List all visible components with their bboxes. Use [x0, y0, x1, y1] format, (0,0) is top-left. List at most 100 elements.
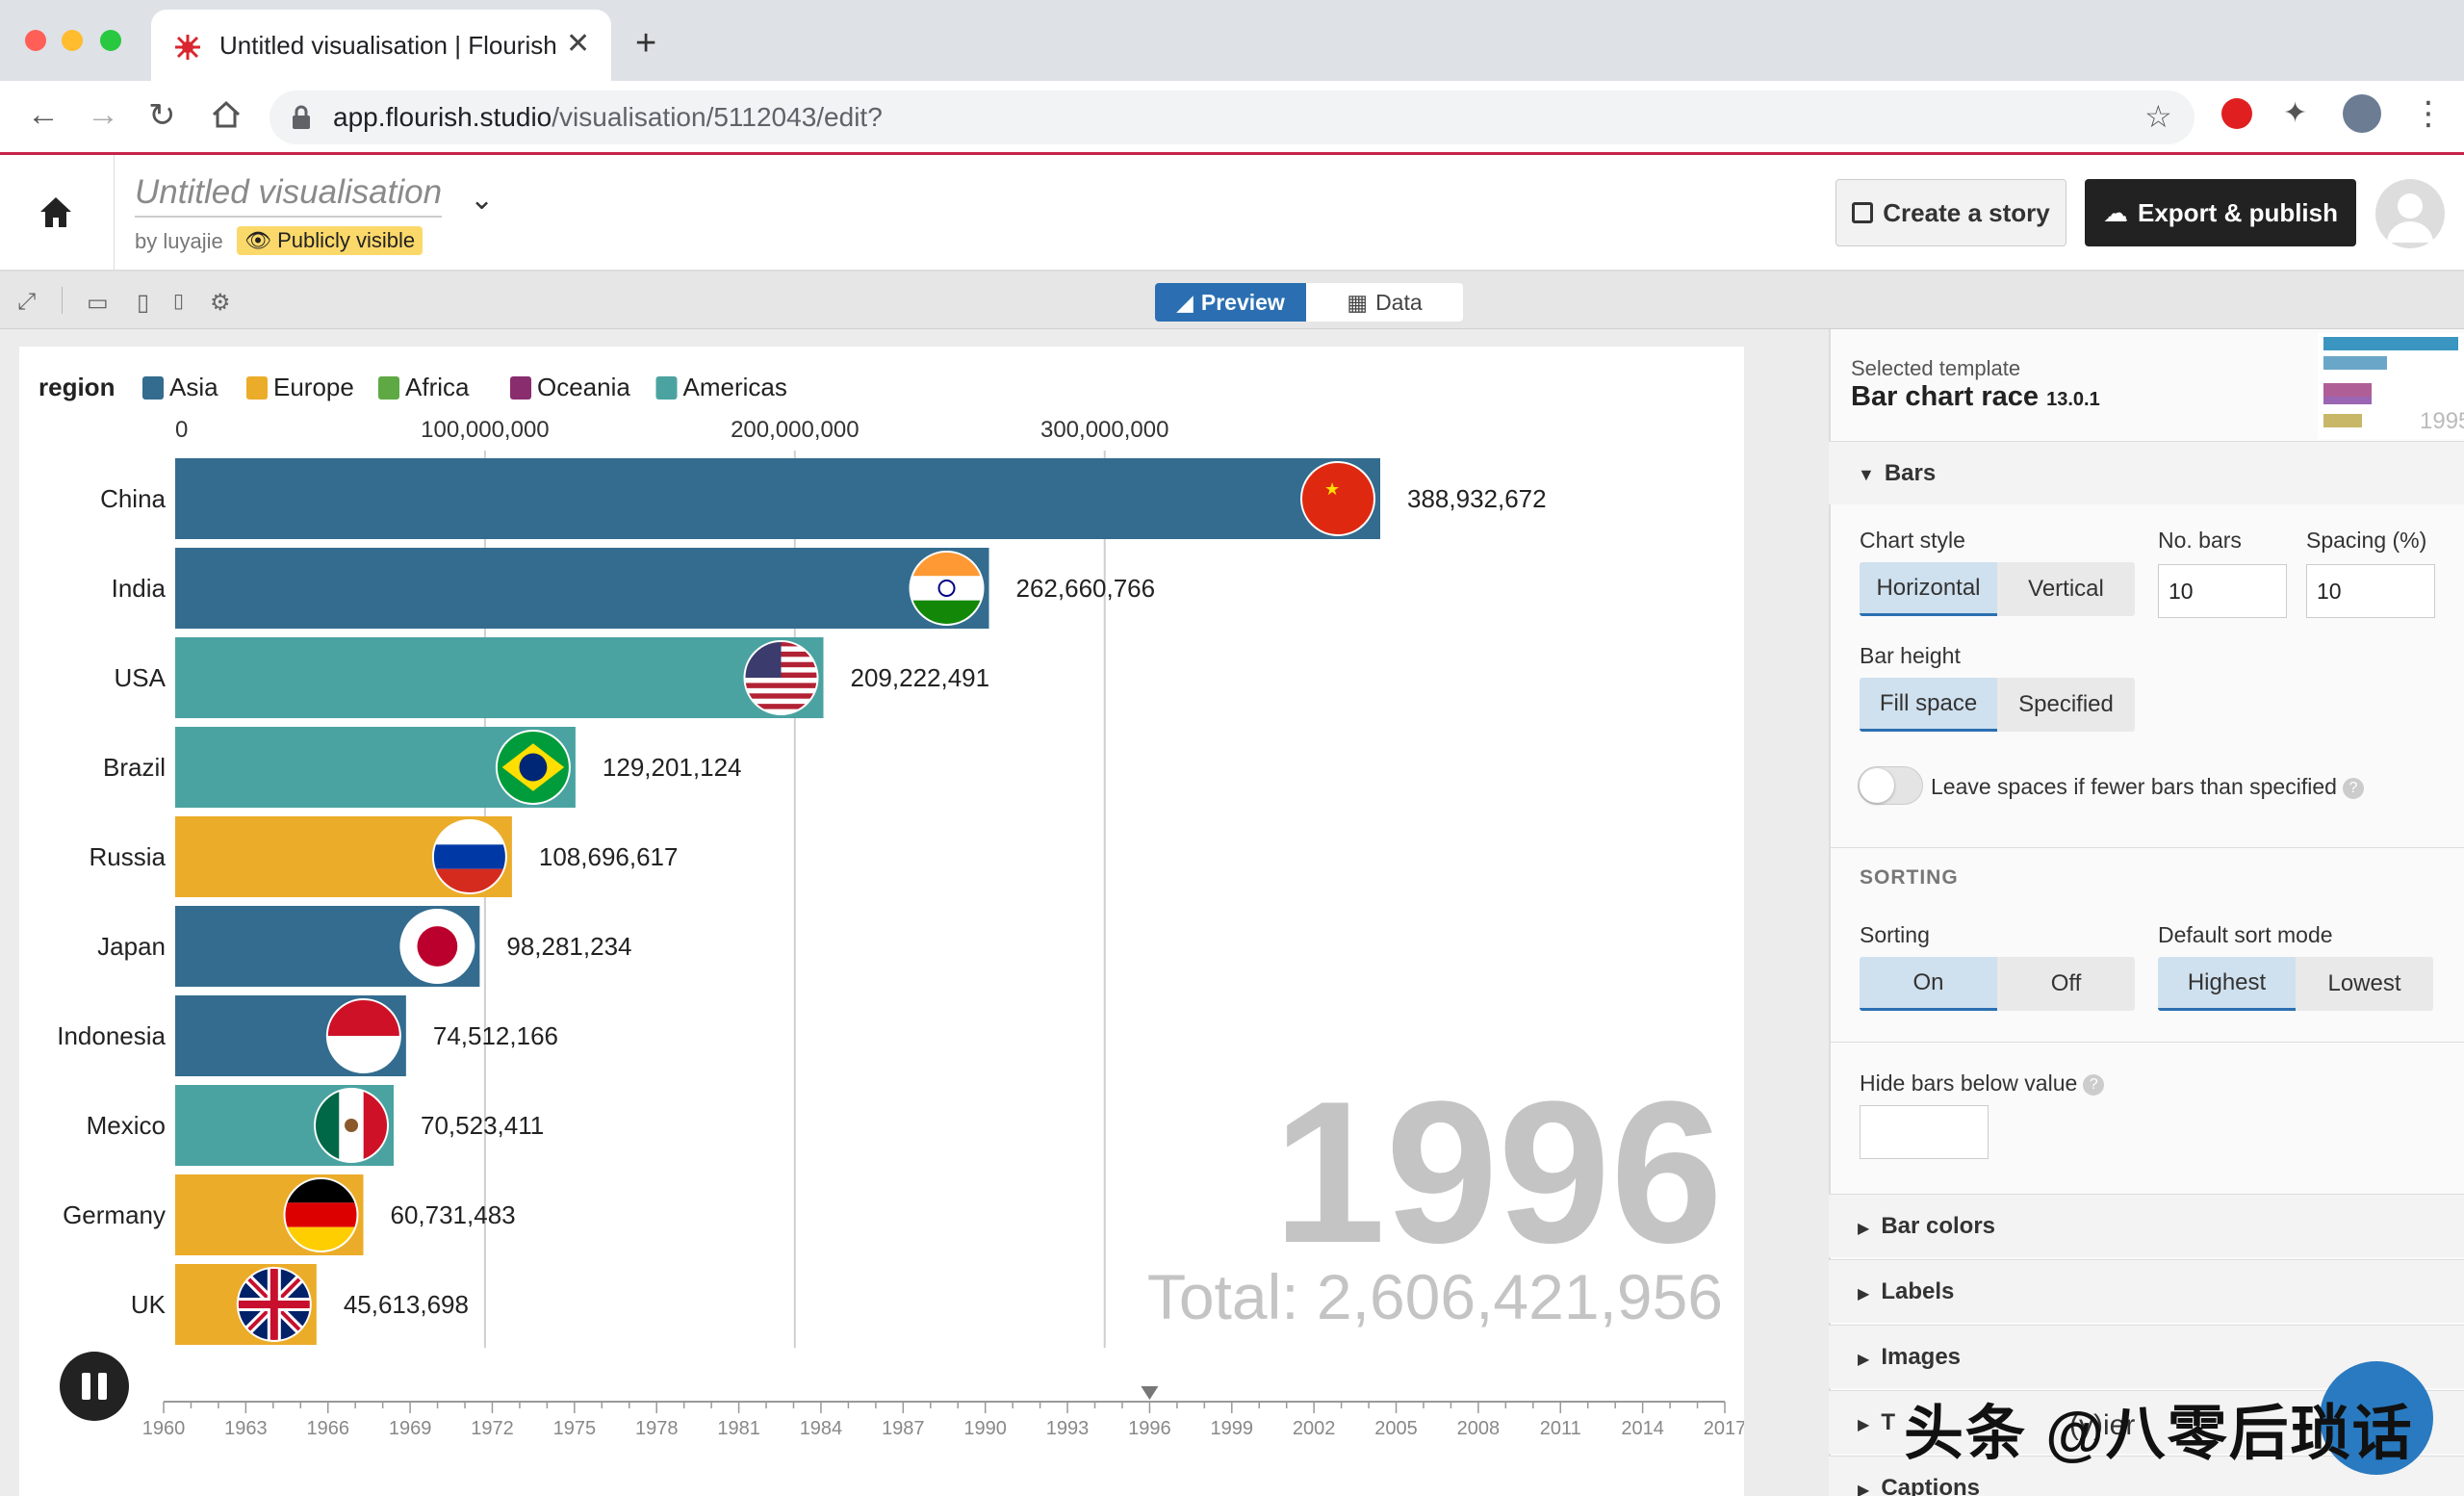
timeline-label[interactable]: 2002 [1293, 1418, 1336, 1439]
tab-close-icon[interactable]: ✕ [566, 28, 591, 60]
chart-style-toggle[interactable]: Horizontal Vertical [1860, 562, 2135, 616]
flourish-favicon-icon [175, 35, 200, 60]
panel-divider [1829, 847, 2464, 848]
timeline-label[interactable]: 1960 [142, 1418, 186, 1439]
chart-style-vertical[interactable]: Vertical [1997, 562, 2135, 616]
bar-value-label: 209,222,491 [851, 663, 990, 692]
home-browser-icon[interactable] [210, 98, 243, 131]
bar-category-label: Japan [97, 932, 166, 961]
caret-right-icon: ▶ [1858, 1483, 1870, 1496]
timeline-label[interactable]: 1966 [306, 1418, 349, 1439]
panel-divider [1829, 1042, 2464, 1043]
legend-item-label[interactable]: Europe [273, 373, 354, 401]
forward-icon[interactable]: → [87, 96, 119, 133]
timeline-label[interactable]: 1978 [635, 1418, 679, 1439]
visualisation-title[interactable]: Untitled visualisation [135, 173, 443, 218]
chevron-down-icon[interactable]: ⌄ [470, 184, 495, 216]
bar-chart-race: region Asia Europe Africa Oceania Americas 0 1… [38, 373, 1744, 1439]
sort-mode-lowest[interactable]: Lowest [2296, 957, 2433, 1011]
legend-item-label[interactable]: Americas [683, 373, 787, 401]
new-tab-icon[interactable]: + [635, 23, 657, 64]
address-bar[interactable] [270, 90, 2194, 144]
timeline-label[interactable]: 2011 [1540, 1418, 1581, 1439]
bar-height-toggle[interactable]: Fill space Specified [1860, 678, 2135, 732]
mobile-view-icon[interactable]: ▯ [173, 291, 185, 312]
timeline-label[interactable]: 2014 [1621, 1418, 1664, 1439]
legend-title: region [38, 373, 115, 401]
pause-button[interactable] [60, 1352, 129, 1421]
bar[interactable] [175, 637, 824, 718]
desktop-view-icon[interactable]: ▭ [87, 290, 109, 316]
timeline-label[interactable]: 2017 [1704, 1418, 1744, 1439]
timeline-label[interactable]: 1984 [800, 1418, 843, 1439]
sorting-off[interactable]: Off [1997, 957, 2135, 1011]
bar-category-label: Germany [63, 1200, 166, 1229]
sorting-toggle[interactable]: On Off [1860, 957, 2135, 1011]
export-publish-button[interactable]: ☁ Export & publish [2085, 179, 2356, 246]
create-story-button[interactable]: Create a story [1835, 179, 2066, 246]
section-header[interactable] [1829, 1259, 2464, 1323]
legend-item-label[interactable]: Africa [405, 373, 470, 401]
extensions-puzzle-icon[interactable]: ✦ [2283, 97, 2308, 129]
sort-mode-toggle[interactable]: Highest Lowest [2158, 957, 2433, 1011]
tab-data[interactable]: ▦ Data [1306, 283, 1463, 322]
template-thumbnail[interactable]: 1995 [2318, 333, 2464, 439]
user-avatar[interactable] [2375, 179, 2445, 248]
browser-tab[interactable] [151, 10, 611, 81]
timeline-label[interactable]: 1993 [1046, 1418, 1090, 1439]
timeline[interactable]: 1960 1963 1966 1969 1972 1975 1978 1981 1984 1987… [142, 1386, 1744, 1439]
back-icon[interactable]: ← [27, 96, 60, 133]
timeline-label[interactable]: 1969 [389, 1418, 432, 1439]
timeline-label[interactable]: 1996 [1128, 1418, 1171, 1439]
section-bars-header[interactable] [1829, 441, 2464, 504]
legend-item-label[interactable]: Asia [169, 373, 218, 401]
timeline-label[interactable]: 2005 [1374, 1418, 1418, 1439]
no-bars-input[interactable]: 10 [2158, 564, 2287, 618]
spacing-input[interactable]: 10 [2306, 564, 2435, 618]
adblock-extension-icon[interactable] [2221, 98, 2252, 129]
timeline-label[interactable]: 2008 [1457, 1418, 1501, 1439]
timeline-label[interactable]: 1975 [553, 1418, 597, 1439]
hide-bars-input[interactable] [1860, 1105, 1989, 1159]
minimize-window-button[interactable] [62, 30, 83, 51]
bar-height-specified[interactable]: Specified [1997, 678, 2135, 732]
maximize-window-button[interactable] [100, 30, 121, 51]
bar-value-label: 60,731,483 [390, 1200, 515, 1229]
section-header[interactable] [1829, 1194, 2464, 1257]
browser-profile-avatar[interactable] [2343, 94, 2381, 133]
bar[interactable] [175, 458, 1380, 539]
tab-preview[interactable]: ◢ Preview [1155, 283, 1306, 322]
close-window-button[interactable] [25, 30, 46, 51]
help-icon[interactable]: ? [2342, 777, 2364, 799]
bar-height-label: Bar height [1860, 643, 1961, 668]
bars: China ★ 388,932,672 India 262,660,766 USA 209,… [57, 458, 1547, 1345]
timeline-label[interactable]: 1990 [963, 1418, 1007, 1439]
story-icon [1852, 202, 1874, 223]
sort-mode-highest[interactable]: Highest [2158, 957, 2296, 1011]
legend-swatch [655, 376, 678, 400]
gear-icon[interactable]: ⚙ [210, 290, 231, 316]
timeline-label[interactable]: 1963 [224, 1418, 268, 1439]
timeline-label[interactable]: 1987 [882, 1418, 925, 1439]
help-icon[interactable]: ? [2083, 1073, 2105, 1096]
template-name[interactable]: Bar chart race 13.0.1 [1851, 381, 2100, 413]
legend-item-label[interactable]: Oceania [537, 373, 630, 401]
timeline-label[interactable]: 1999 [1211, 1418, 1254, 1439]
partial-text: (y)ier [2069, 1409, 2136, 1441]
timeline-label[interactable]: 1981 [717, 1418, 760, 1439]
browser-menu-icon[interactable]: ⋮ [2412, 95, 2445, 132]
home-icon[interactable] [37, 193, 75, 231]
japan-flag-icon [400, 910, 475, 983]
thumbnail-year: 1995 [2420, 408, 2464, 434]
fullscreen-icon[interactable]: ⤢ [17, 289, 37, 315]
bar-height-fill-space[interactable]: Fill space [1860, 678, 1997, 732]
timeline-marker[interactable] [1141, 1386, 1159, 1400]
visibility-badge[interactable]: 👁 Publicly visible [237, 226, 424, 255]
bookmark-star-icon[interactable]: ☆ [2144, 99, 2172, 134]
bar[interactable] [175, 548, 989, 629]
timeline-label[interactable]: 1972 [471, 1418, 514, 1439]
chart-style-horizontal[interactable]: Horizontal [1860, 562, 1997, 616]
sorting-on[interactable]: On [1860, 957, 1997, 1011]
tablet-view-icon[interactable]: ▯ [137, 290, 150, 316]
reload-icon[interactable]: ↻ [148, 97, 176, 134]
